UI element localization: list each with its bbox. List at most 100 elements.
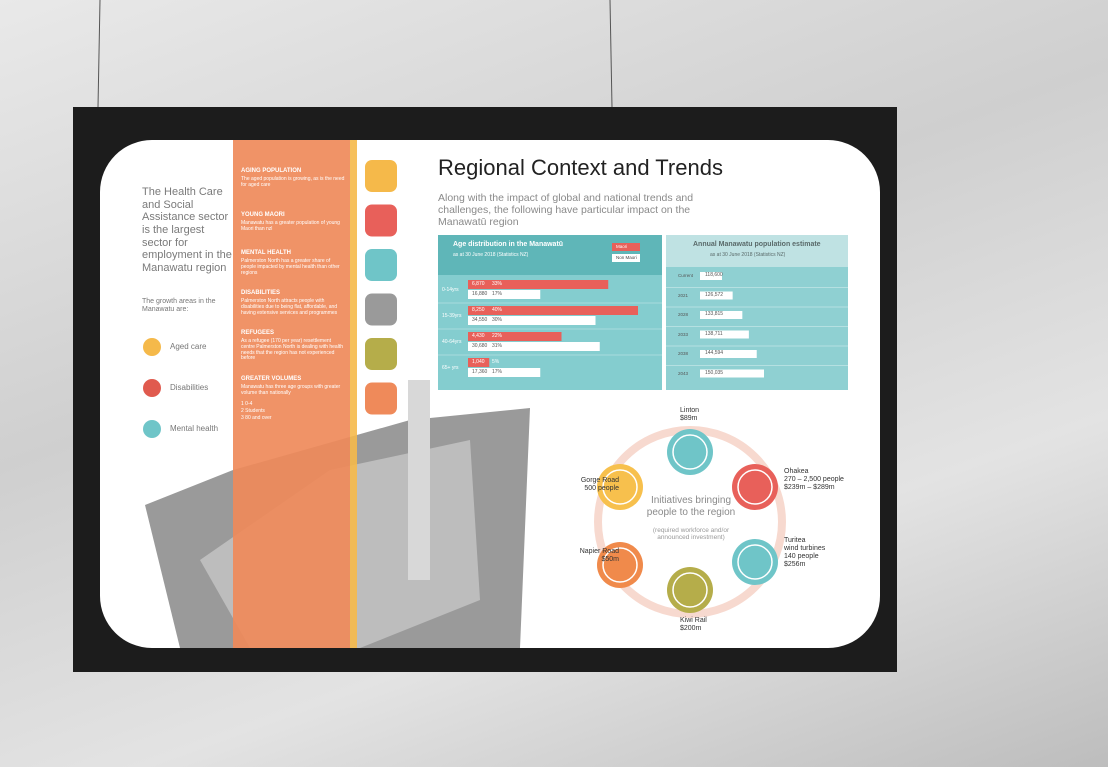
value-label: 144,594 xyxy=(705,350,724,356)
value-label: 34,550 xyxy=(472,317,488,323)
initiative-icon-ring xyxy=(672,434,708,470)
value-label: 5% xyxy=(492,359,500,365)
issue-icon xyxy=(365,338,397,370)
issue-icon xyxy=(365,293,397,326)
initiative-icon-ring xyxy=(672,572,708,608)
issue-title: DISABILITIES xyxy=(241,290,281,296)
value-label: 6,870 xyxy=(472,281,485,287)
initiative-detail: $50m xyxy=(601,556,619,563)
bar xyxy=(700,369,764,378)
issue-title: YOUNG MAORI xyxy=(241,212,285,218)
initiative-icon-ring xyxy=(602,469,638,505)
legend-swatch xyxy=(612,243,640,251)
initiative-detail: $200m xyxy=(680,625,702,632)
growth-area: Mental health xyxy=(170,424,219,433)
initiatives-note: (required workforce and/or announced inv… xyxy=(652,527,730,542)
year-label: Current xyxy=(678,273,694,278)
issue-icon xyxy=(365,249,397,281)
growth-icon xyxy=(143,379,161,397)
year-label: 2033 xyxy=(678,331,689,337)
growth-icon xyxy=(143,420,161,438)
bar xyxy=(468,358,490,367)
initiative-name: Kiwi Rail xyxy=(680,617,707,624)
value-label: 17% xyxy=(492,291,503,297)
growth-area: Disabilities xyxy=(170,383,209,392)
age-group-label: 65+ yrs xyxy=(442,365,459,371)
value-label: 133,815 xyxy=(705,311,724,317)
issue-title: AGING POPULATION xyxy=(241,168,302,174)
bar xyxy=(468,280,609,289)
value-label: 138,711 xyxy=(705,330,723,337)
initiative-name: Napier Road xyxy=(579,548,619,555)
growth-icon xyxy=(143,338,161,356)
value-label: 17% xyxy=(492,369,503,375)
initiative-icon xyxy=(667,429,713,475)
value-label: 17,360 xyxy=(472,369,488,375)
initiative-detail: $239m – $289m xyxy=(784,484,835,491)
issue-list-item: 2 Students xyxy=(241,408,265,414)
accent-stripe xyxy=(350,140,357,648)
hanging-wire xyxy=(97,0,101,108)
legend-swatch xyxy=(612,254,640,262)
legend-label: Non Maori xyxy=(616,255,637,260)
value-label: 16,880 xyxy=(472,291,488,297)
initiative-detail: 140 people xyxy=(784,553,819,560)
clock-tower xyxy=(408,380,430,580)
value-label: 118,600 xyxy=(705,272,723,278)
year-label: 2021 xyxy=(678,292,689,298)
age-group-label: 40-64yrs xyxy=(442,339,462,345)
initiative-detail: 270 – 2,500 people xyxy=(784,476,844,483)
initiative-name: Gorge Road xyxy=(580,477,619,484)
issue-title: MENTAL HEALTH xyxy=(241,250,291,256)
initiative-icon-ring xyxy=(737,544,773,580)
bar xyxy=(700,272,722,280)
intro: The Health Care and Social Assistance se… xyxy=(142,186,232,274)
value-label: 1,040 xyxy=(472,359,485,365)
issue-text: Palmerston North has a greater share of … xyxy=(241,258,340,276)
initiative-icon xyxy=(732,539,778,585)
growth-area: Aged care xyxy=(170,342,207,351)
value-label: 8,250 xyxy=(472,307,485,313)
bar xyxy=(468,290,541,299)
issue-list-item: 3 80 and over xyxy=(241,415,272,421)
legend-label: Maori xyxy=(616,244,628,249)
issue-icon xyxy=(365,204,397,237)
year-label: 2028 xyxy=(678,312,689,317)
issue-text: As a refugee (170 per year) resettlement… xyxy=(241,338,343,362)
initiative-icon-ring xyxy=(602,547,638,583)
issue-text: Manawatu has a greater population of you… xyxy=(241,220,340,232)
bar xyxy=(700,330,749,339)
issues-column xyxy=(233,140,350,648)
bar xyxy=(468,342,600,351)
value-label: 150,035 xyxy=(705,369,724,376)
issue-text: The aged population is growing, as is th… xyxy=(241,176,345,188)
initiative-name: Turitea xyxy=(784,537,806,544)
bar xyxy=(468,368,541,377)
initiative-name: Linton xyxy=(680,407,700,414)
age-group-label: 15-39yrs xyxy=(442,313,462,319)
value-label: 33% xyxy=(492,281,503,287)
initiative-icon xyxy=(667,567,713,613)
growth-title: The growth areas in the Manawatu are: xyxy=(142,298,216,314)
issue-icon xyxy=(365,382,397,415)
issue-list-item: 1 0-4 xyxy=(241,401,253,407)
initiatives-title: Initiatives bringing people to the regio… xyxy=(646,495,736,518)
bar xyxy=(700,291,733,300)
value-label: 4,430 xyxy=(472,333,485,339)
subtitle: Along with the impact of global and nati… xyxy=(438,192,694,229)
bar xyxy=(468,332,562,341)
population-header xyxy=(666,235,848,267)
bar xyxy=(700,350,757,358)
population-subtitle: as at 30 June 2018 (Statistics NZ) xyxy=(710,252,786,258)
value-label: 31% xyxy=(492,343,503,349)
value-label: 126,572 xyxy=(705,291,724,298)
issue-title: GREATER VOLUMES xyxy=(241,376,302,382)
issue-text: Palmerston North attracts people with di… xyxy=(241,298,338,316)
initiative-detail: $89m xyxy=(680,415,698,422)
age-group-label: 0-14yrs xyxy=(442,287,459,293)
year-label: 2038 xyxy=(678,351,689,356)
title: Regional Context and Trends xyxy=(438,155,723,180)
initiative-detail: wind turbines xyxy=(784,545,826,552)
initiative-detail: 500 people xyxy=(584,485,619,492)
